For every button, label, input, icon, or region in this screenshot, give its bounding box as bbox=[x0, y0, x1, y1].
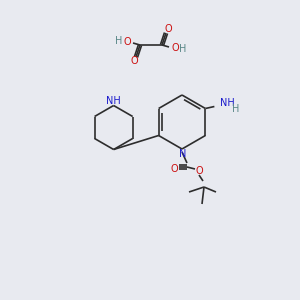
Text: O: O bbox=[130, 56, 138, 66]
Text: NH: NH bbox=[106, 95, 121, 106]
Text: H: H bbox=[232, 104, 240, 115]
Text: H: H bbox=[179, 44, 187, 54]
Text: O: O bbox=[170, 164, 178, 174]
Text: O: O bbox=[123, 37, 131, 47]
Text: O: O bbox=[171, 43, 179, 53]
Text: H: H bbox=[115, 36, 123, 46]
Text: O: O bbox=[195, 166, 203, 176]
Text: NH: NH bbox=[220, 98, 235, 109]
Text: O: O bbox=[164, 24, 172, 34]
Text: N: N bbox=[179, 149, 187, 159]
